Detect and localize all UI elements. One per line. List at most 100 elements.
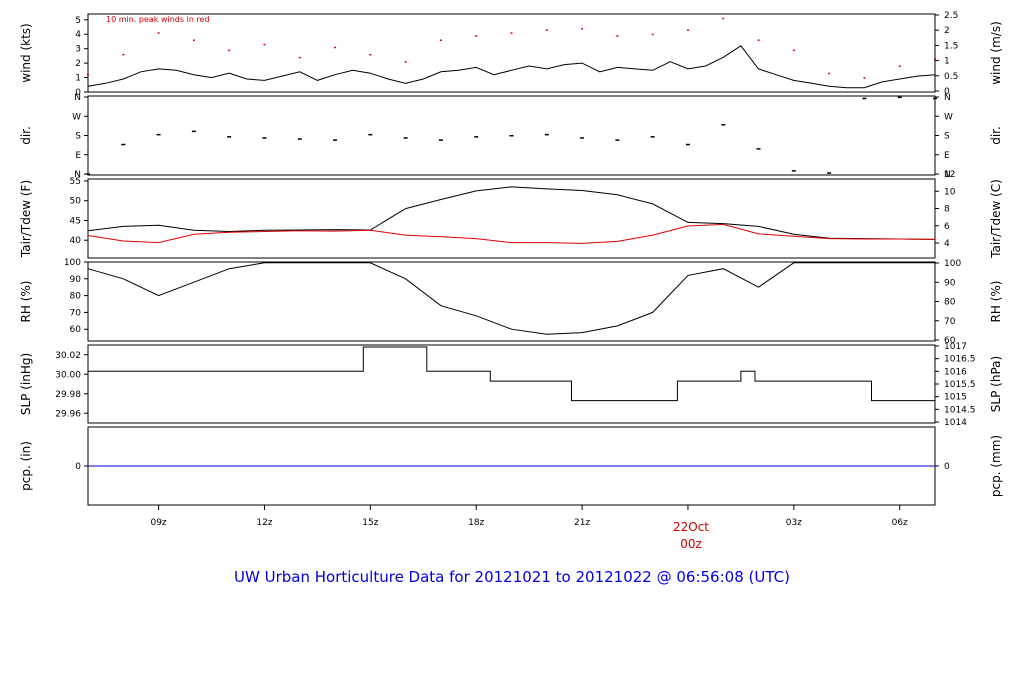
wind-point [828,72,831,75]
pcp-ylabel: pcp. (in) [19,441,33,491]
rh-ytick-right-label: 100 [944,259,961,269]
rh-ylabel-right: RH (%) [989,281,1003,323]
x-tick-label: 12z [256,518,272,528]
slp-ytick-right-label: 1015 [944,393,967,403]
wind-point [263,43,266,46]
wind-point [298,56,301,59]
x-tick-label: 21z [574,518,590,528]
pcp-ytick-label: 0 [75,462,81,472]
pcp-ylabel-right: pcp. (mm) [989,435,1003,497]
dir-ylabel-right: dir. [989,126,1003,145]
temp-frame [87,178,936,259]
dir-series-0 [86,96,937,175]
rh-ytick-label: 80 [70,292,82,302]
dir-ytick-label: S [75,132,81,142]
slp-series-0-line [88,346,935,402]
dir-ylabel: dir. [19,126,33,145]
temp-ytick-label: 40 [70,236,82,246]
rh-ylabel: RH (%) [19,281,33,323]
dir-ytick-label: N [74,170,81,180]
wind-point [87,74,89,76]
wind-ylabel: wind (kts) [19,23,33,82]
wind-point [616,35,619,37]
wind-point [545,29,548,31]
slp-ytick-right-label: 1016 [944,367,967,377]
wind-ytick-right-label: 2 [944,26,950,36]
rh-series-0-line [87,262,935,335]
dir-point [438,139,443,141]
dir-ytick-right-label: N [944,93,951,103]
dir-point [791,170,796,172]
wind-ytick-right-label: 0 [944,87,950,97]
wind-point [404,61,407,63]
temp-ytick-right-label: 4 [944,239,950,249]
wind-point [475,35,478,37]
wind-point [651,33,654,36]
dir-point [156,133,161,136]
temp-ytick-right-label: 12 [944,170,955,180]
dir-point [897,96,902,99]
wind-point [122,53,125,56]
temp-ytick-right-label: 8 [944,205,950,215]
wind-ytick-label: 1 [75,74,81,84]
rh-ytick-right-label: 60 [944,336,956,346]
dir-point [650,136,655,138]
x-tick-label: 06z [892,518,908,528]
dir-point [121,143,126,146]
dir-point [333,139,338,141]
rh-ytick-label: 70 [70,308,82,318]
wind-ytick-right-label: 0.5 [944,72,958,82]
slp-ytick-label: 29.98 [55,390,81,400]
rh-ytick-right-label: 70 [944,317,956,327]
dir-point [227,136,232,138]
dir-ytick-right-label: E [944,151,950,161]
wind-point [792,49,795,52]
slp-frame [87,344,936,424]
slp-ytick-right-label: 1017 [944,342,967,352]
wind-frame [87,13,936,93]
panel-slp: 29.96 29.98 30.00 30.02 1014 1014.5 1015 1015.5… [19,342,1003,428]
slp-ytick-label: 30.00 [55,370,81,380]
wind-point [898,65,901,67]
x-tick-label: 18z [468,518,484,528]
rh-ytick-right-label: 90 [944,278,956,288]
dir-point [191,130,196,133]
temp-ytick-label: 55 [70,177,81,187]
dir-point [544,133,549,136]
slp-ytick-right-label: 1015.5 [944,380,976,390]
date-marker-day: 22Oct [673,520,709,534]
chart-title: UW Urban Horticulture Data for 20121021 … [234,568,790,586]
dir-point [86,173,90,175]
wind-ytick-label: 4 [75,30,81,40]
dir-ytick-right-label: N [944,170,951,180]
wind-ytick-label: 5 [75,16,81,26]
dir-ytick-right-label: S [944,132,950,142]
wind-point [722,17,725,20]
dir-ytick-label: N [74,93,81,103]
wind-point [439,39,442,41]
slp-ytick-right-label: 1014 [944,418,967,428]
slp-ytick-right-label: 1014.5 [944,405,976,415]
slp-ylabel: SLP (inHg) [19,353,33,415]
wind-point [934,58,936,60]
temp-series-1-line [87,223,936,244]
panel-wind: 0 1 2 3 4 5 0 0.5 1 1.5 2 2.5 wind (kts) wind (m/s) [19,11,1003,98]
panel-rh: 60 70 80 90 100 60 70 80 90 100 RH (%) RH (%) [19,258,1003,346]
temp-ylabel-right: Tair/Tdew (C) [989,179,1003,259]
dir-ytick-label: E [75,151,81,161]
dir-point [685,143,690,146]
temp-ytick-label: 50 [70,197,82,207]
dir-point [615,139,620,141]
dir-ytick-right-label: W [944,112,953,122]
peak-winds-note: 10 min. peak winds in red [106,15,210,24]
slp-ytick-label: 29.96 [55,409,81,419]
temp-ytick-label: 45 [70,216,81,226]
wind-ytick-label: 0 [75,88,81,98]
dir-point [756,148,761,150]
wind-series-0-line [87,45,936,89]
wind-point [369,53,372,56]
wind-point [192,39,195,41]
